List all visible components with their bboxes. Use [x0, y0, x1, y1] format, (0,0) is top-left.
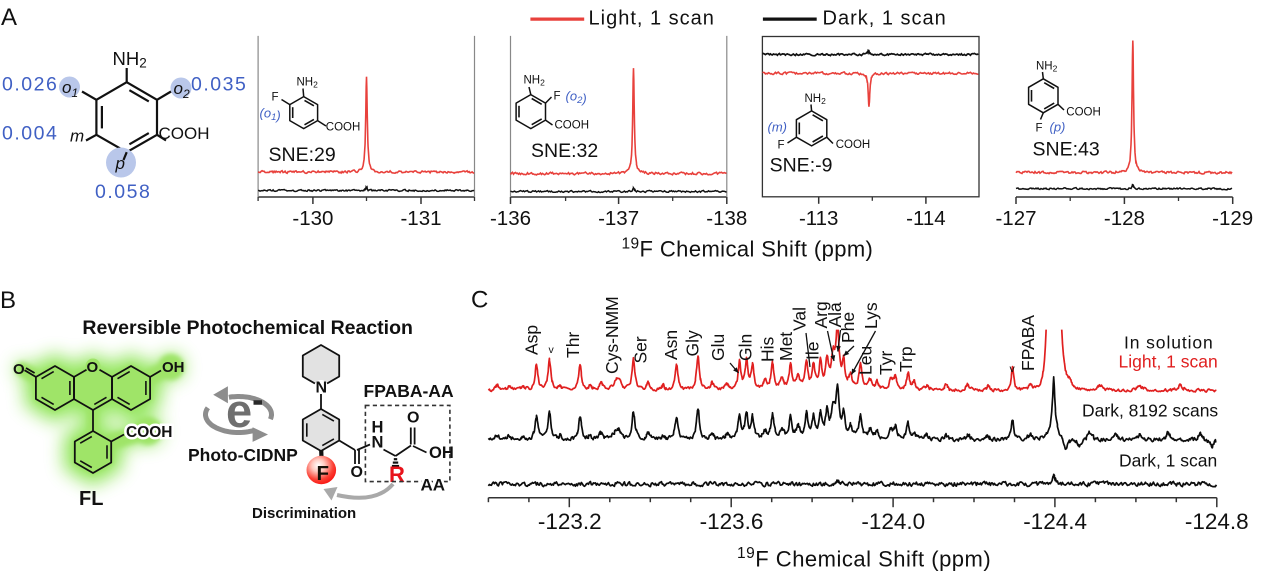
svg-text:Thr: Thr [563, 332, 583, 358]
svg-text:FL: FL [79, 488, 103, 510]
svg-text:Gln: Gln [736, 334, 756, 361]
svg-text:Light, 1 scan: Light, 1 scan [1119, 352, 1218, 372]
svg-text:v: v [549, 344, 555, 356]
svg-text:19F Chemical Shift (ppm): 19F Chemical Shift (ppm) [622, 236, 874, 262]
svg-text:Arg: Arg [811, 301, 831, 328]
svg-text:-136: -136 [490, 207, 531, 230]
svg-text:NH2: NH2 [113, 48, 147, 71]
svg-text:0.004: 0.004 [2, 123, 58, 145]
svg-text:e: e [226, 384, 252, 437]
svg-text:Light, 1 scan: Light, 1 scan [589, 8, 715, 30]
svg-text:(o1): (o1) [260, 106, 281, 124]
svg-text:Phe: Phe [838, 312, 858, 343]
svg-text:B: B [0, 287, 16, 314]
svg-text:Cys-NMM: Cys-NMM [602, 296, 622, 374]
svg-text:Dark, 8192 scans: Dark, 8192 scans [1082, 401, 1218, 421]
svg-text:NH2: NH2 [524, 75, 546, 88]
svg-text:SNE:32: SNE:32 [531, 140, 598, 162]
svg-text:O: O [87, 359, 99, 376]
svg-text:-138: -138 [706, 207, 747, 230]
svg-text:Val: Val [790, 307, 810, 331]
svg-text:COOH: COOH [1066, 107, 1101, 119]
svg-text:0.058: 0.058 [95, 181, 151, 203]
svg-text:v: v [1010, 363, 1016, 375]
svg-text:In solution: In solution [1124, 333, 1214, 353]
svg-text:NH2: NH2 [805, 93, 827, 106]
svg-text:SNE:29: SNE:29 [269, 144, 336, 166]
svg-text:F: F [1036, 122, 1043, 134]
svg-text:Photo-CIDNP: Photo-CIDNP [188, 445, 298, 465]
svg-text:FPABA-AA: FPABA-AA [364, 381, 454, 401]
svg-text:COOH: COOH [555, 120, 590, 132]
svg-text:Met: Met [776, 332, 796, 361]
svg-text:O: O [13, 361, 25, 378]
svg-text:-130: -130 [292, 207, 333, 230]
svg-text:-113: -113 [799, 207, 839, 230]
svg-text:Dark, 1 scan: Dark, 1 scan [1119, 451, 1217, 471]
svg-text:AA: AA [421, 476, 446, 495]
svg-text:0.035: 0.035 [191, 74, 247, 96]
svg-text:Dark, 1 scan: Dark, 1 scan [823, 8, 947, 30]
svg-text:0.026: 0.026 [2, 74, 58, 96]
svg-text:Discrimination: Discrimination [252, 505, 356, 522]
svg-text:NH2: NH2 [1036, 60, 1058, 73]
svg-text:NH2: NH2 [297, 77, 319, 90]
svg-text:Ile: Ile [803, 342, 823, 360]
svg-text:OH: OH [429, 444, 454, 462]
svg-text:SNE:-9: SNE:-9 [770, 155, 833, 177]
svg-text:(o2): (o2) [566, 89, 587, 107]
svg-text:H: H [372, 419, 384, 437]
svg-text:-137: -137 [598, 207, 639, 230]
svg-text:FPABA: FPABA [1018, 315, 1038, 371]
svg-text:-127: -127 [995, 207, 1036, 230]
svg-text:R: R [389, 462, 405, 487]
svg-text:COOH: COOH [326, 122, 361, 134]
svg-text:COOH: COOH [159, 124, 210, 143]
svg-text:-128: -128 [1104, 207, 1145, 230]
svg-text:O: O [407, 410, 419, 427]
svg-text:A: A [1, 4, 17, 31]
svg-text:F: F [778, 140, 785, 152]
svg-text:(m): (m) [768, 120, 788, 135]
svg-text:m: m [70, 127, 84, 146]
svg-text:Tyr: Tyr [876, 351, 896, 375]
svg-text:OH: OH [162, 359, 185, 376]
svg-text:19F Chemical Shift (ppm): 19F Chemical Shift (ppm) [737, 545, 991, 572]
svg-text:p: p [115, 154, 125, 173]
svg-text:Asp: Asp [522, 325, 542, 355]
svg-text:COOH: COOH [836, 139, 871, 151]
svg-text:COOH: COOH [126, 424, 173, 441]
svg-text:-124.4: -124.4 [1023, 509, 1087, 534]
svg-text:-114: -114 [906, 207, 946, 230]
svg-text:Ser: Ser [631, 336, 651, 363]
svg-text:Asn: Asn [661, 330, 681, 360]
svg-text:Trp: Trp [896, 346, 916, 372]
svg-text:-123.6: -123.6 [700, 509, 764, 534]
svg-text:Glu: Glu [708, 334, 728, 361]
svg-text:COOH: COOH [126, 424, 173, 441]
svg-text:(p): (p) [1050, 119, 1066, 134]
svg-text:AA: AA [421, 476, 446, 495]
svg-text:C: C [471, 287, 488, 314]
svg-text:Reversible Photochemical React: Reversible Photochemical Reaction [82, 317, 413, 339]
svg-text:F: F [554, 91, 561, 103]
svg-text:Lys: Lys [861, 302, 881, 329]
svg-text:-129: -129 [1212, 207, 1253, 230]
svg-text:-124.8: -124.8 [1185, 509, 1249, 534]
svg-text:N: N [316, 380, 328, 397]
svg-text:-123.2: -123.2 [538, 509, 602, 534]
svg-text:Ala: Ala [825, 302, 845, 328]
svg-text:Gly: Gly [683, 330, 703, 357]
svg-text:F: F [317, 462, 330, 485]
svg-text:O: O [351, 464, 363, 481]
svg-text:Leu: Leu [856, 346, 876, 375]
svg-text:-131: -131 [400, 207, 441, 230]
svg-text:SNE:43: SNE:43 [1033, 139, 1100, 161]
svg-text:N: N [372, 434, 384, 452]
svg-text:-124.0: -124.0 [861, 509, 925, 534]
svg-text:F: F [272, 92, 279, 104]
svg-text:His: His [758, 336, 778, 362]
